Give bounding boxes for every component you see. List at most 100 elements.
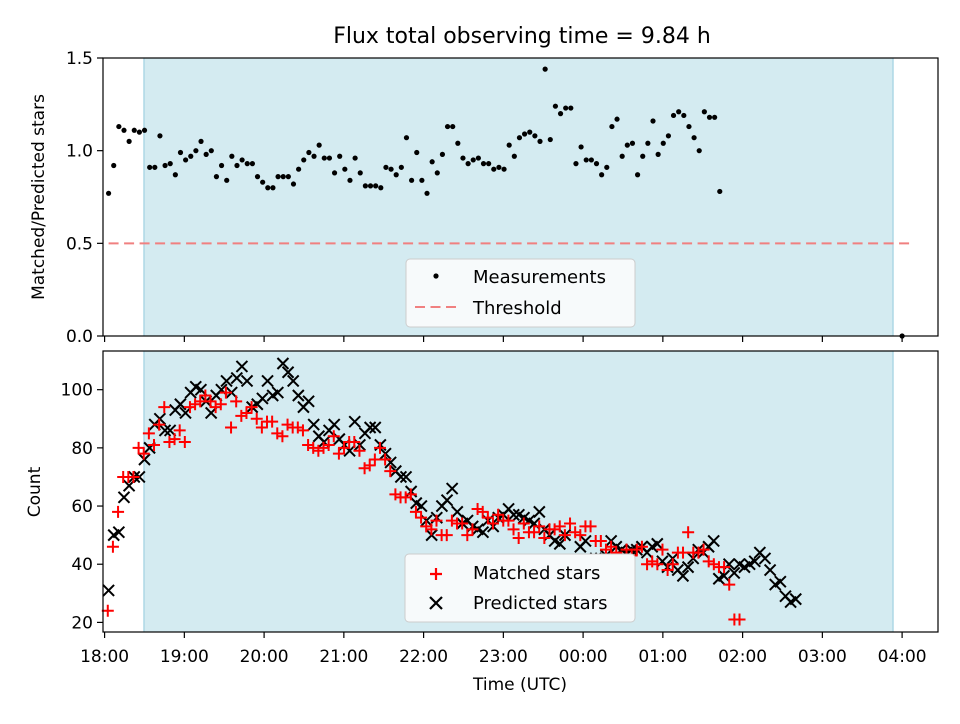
predicted-star-point: [415, 499, 428, 513]
bottom-y-tick-label: 20: [71, 613, 93, 633]
matched-star-point: [584, 520, 597, 533]
measurement-point: [599, 172, 605, 178]
matched-star-point: [466, 523, 479, 536]
bottom-y-tick-label: 100: [61, 381, 93, 401]
measurement-point: [373, 183, 379, 189]
measurements-legend-label: Measurements: [473, 267, 606, 288]
matched-star-point: [183, 401, 196, 414]
measurement-point: [270, 185, 276, 191]
matched-star-markers: [101, 386, 746, 626]
measurement-point: [450, 123, 456, 130]
predicted-star-point: [579, 534, 592, 548]
measurement-point: [491, 166, 497, 172]
matched-star-point: [384, 465, 397, 478]
predicted-star-point: [363, 421, 377, 434]
matched-star-point: [630, 543, 643, 556]
predicted-star-point: [763, 563, 777, 577]
measurement-point: [331, 170, 338, 176]
measurement-point: [224, 177, 230, 183]
bottom-y-ticks: 20 40 60 80 100: [61, 381, 103, 633]
measurement-point: [147, 164, 153, 170]
measurement-point: [234, 162, 240, 169]
measurement-point: [593, 161, 600, 167]
measurement-point: [167, 161, 173, 167]
measurement-point: [280, 174, 286, 180]
predicted-star-point: [256, 392, 269, 405]
predicted-star-point: [440, 494, 454, 507]
measurements-legend-marker: [433, 273, 439, 279]
matched-star-point: [225, 421, 238, 434]
x-tick-label: 23:00: [479, 647, 528, 667]
measurement-point: [162, 162, 168, 169]
measurement-point: [516, 135, 523, 141]
predicted-star-point: [758, 552, 772, 565]
matched-star-point: [682, 526, 695, 539]
measurement-point: [475, 155, 481, 161]
matched-star-point: [317, 441, 330, 454]
matched-star-point: [332, 447, 345, 460]
measurement-point: [470, 157, 476, 163]
predicted-star-point: [717, 569, 731, 583]
measurement-point: [316, 142, 322, 148]
top-legend-box: [405, 258, 636, 328]
matched-star-point: [353, 444, 366, 457]
matched-star-point: [168, 433, 181, 446]
matched-star-point: [558, 529, 571, 542]
matched-star-point: [127, 470, 140, 483]
matched-star-point: [173, 424, 186, 437]
predicted-star-point: [476, 526, 490, 539]
matched-star-point: [266, 415, 279, 428]
measurement-point: [604, 164, 610, 170]
matched-star-point: [553, 520, 566, 533]
predicted-star-point: [651, 537, 664, 551]
measurement-point: [444, 123, 451, 130]
predicted-star-point: [307, 418, 320, 431]
measurement-point: [285, 174, 291, 180]
matched-star-point: [635, 540, 648, 553]
predicted-star-point: [789, 592, 802, 606]
measurement-point: [532, 133, 538, 139]
predicted-star-point: [292, 389, 305, 402]
matched-star-point: [112, 505, 125, 518]
measurement-point: [357, 170, 363, 176]
x-tick-label: 21:00: [319, 647, 368, 667]
x-tick-label: 04:00: [878, 647, 927, 667]
predicted-star-point: [553, 537, 567, 551]
matched-star-point: [425, 523, 438, 536]
measurement-point: [429, 159, 435, 165]
measurement-point: [193, 148, 199, 154]
measurement-point: [573, 161, 579, 167]
measurement-point: [254, 174, 261, 180]
matched-star-point: [153, 418, 166, 431]
matched-star-point: [440, 529, 453, 542]
measurement-point: [260, 179, 266, 185]
matched-star-point: [677, 546, 690, 559]
matched-star-point: [517, 517, 530, 530]
matched-star-point: [327, 430, 340, 443]
predicted-star-point: [369, 421, 382, 434]
matched-star-point: [240, 406, 253, 419]
measurement-point: [706, 114, 713, 120]
measurement-point: [121, 127, 127, 133]
matched-star-point: [250, 412, 263, 425]
measurement-point: [645, 140, 651, 146]
measurement-point: [455, 140, 461, 146]
measurement-point: [352, 155, 358, 161]
matched-star-point: [358, 462, 371, 475]
measurement-point: [419, 177, 425, 183]
matched-star-point: [199, 389, 212, 402]
matched-star-point: [723, 578, 736, 591]
measurement-point: [465, 161, 471, 167]
matched-star-point: [132, 441, 145, 454]
matched-star-point: [569, 526, 582, 539]
measurement-point: [439, 151, 446, 157]
measurement-point: [712, 114, 718, 120]
matched-star-point: [271, 427, 284, 440]
measurement-point: [131, 127, 137, 133]
measurement-point: [378, 185, 384, 191]
measurement-point: [578, 144, 584, 150]
measurement-point: [681, 112, 687, 119]
matched-star-point: [507, 523, 520, 536]
measurement-point: [650, 118, 656, 124]
measurement-point: [624, 142, 630, 148]
